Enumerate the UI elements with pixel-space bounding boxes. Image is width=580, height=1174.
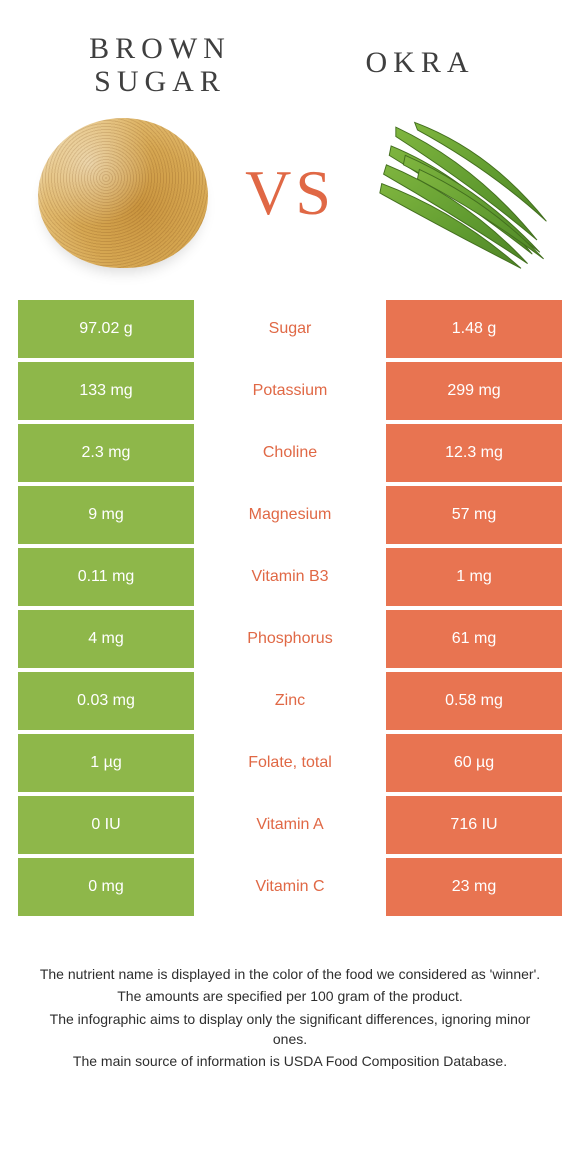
right-value-cell: 299 mg	[386, 362, 562, 420]
footnote-line: The main source of information is USDA F…	[34, 1051, 546, 1071]
nutrient-name-cell: Sugar	[194, 300, 386, 358]
right-food-title: Okra	[290, 28, 550, 79]
left-value-cell: 133 mg	[18, 362, 194, 420]
left-value-cell: 0.03 mg	[18, 672, 194, 730]
table-row: 0 mgVitamin C23 mg	[18, 858, 562, 916]
left-value-cell: 97.02 g	[18, 300, 194, 358]
nutrient-name-cell: Vitamin C	[194, 858, 386, 916]
left-value-cell: 0 IU	[18, 796, 194, 854]
nutrient-name-cell: Zinc	[194, 672, 386, 730]
table-row: 0.11 mgVitamin B31 mg	[18, 548, 562, 606]
footnote-line: The infographic aims to display only the…	[34, 1009, 546, 1050]
right-value-cell: 1.48 g	[386, 300, 562, 358]
table-row: 2.3 mgCholine12.3 mg	[18, 424, 562, 482]
nutrient-comparison-table: 97.02 gSugar1.48 g133 mgPotassium299 mg2…	[0, 300, 580, 916]
table-row: 97.02 gSugar1.48 g	[18, 300, 562, 358]
right-value-cell: 1 mg	[386, 548, 562, 606]
brown-sugar-pile-icon	[38, 118, 208, 268]
right-value-cell: 23 mg	[386, 858, 562, 916]
left-food-title-line2: Sugar	[94, 65, 226, 98]
left-food-title: Brown Sugar	[30, 28, 290, 98]
right-value-cell: 716 IU	[386, 796, 562, 854]
left-value-cell: 0.11 mg	[18, 548, 194, 606]
left-value-cell: 4 mg	[18, 610, 194, 668]
nutrient-name-cell: Potassium	[194, 362, 386, 420]
nutrient-name-cell: Magnesium	[194, 486, 386, 544]
table-row: 133 mgPotassium299 mg	[18, 362, 562, 420]
right-value-cell: 57 mg	[386, 486, 562, 544]
okra-icon	[362, 113, 552, 273]
right-value-cell: 12.3 mg	[386, 424, 562, 482]
table-row: 0.03 mgZinc0.58 mg	[18, 672, 562, 730]
okra-image	[362, 108, 552, 278]
nutrient-name-cell: Choline	[194, 424, 386, 482]
nutrient-name-cell: Phosphorus	[194, 610, 386, 668]
illustration-row: VS	[0, 108, 580, 300]
footnote-line: The amounts are specified per 100 gram o…	[34, 986, 546, 1006]
footnotes: The nutrient name is displayed in the co…	[0, 920, 580, 1071]
brown-sugar-image	[28, 108, 218, 278]
table-row: 9 mgMagnesium57 mg	[18, 486, 562, 544]
right-value-cell: 61 mg	[386, 610, 562, 668]
header: Brown Sugar Okra	[0, 0, 580, 108]
right-value-cell: 60 µg	[386, 734, 562, 792]
nutrient-name-cell: Vitamin A	[194, 796, 386, 854]
table-row: 1 µgFolate, total60 µg	[18, 734, 562, 792]
table-row: 4 mgPhosphorus61 mg	[18, 610, 562, 668]
left-value-cell: 2.3 mg	[18, 424, 194, 482]
nutrient-name-cell: Vitamin B3	[194, 548, 386, 606]
left-value-cell: 1 µg	[18, 734, 194, 792]
right-value-cell: 0.58 mg	[386, 672, 562, 730]
table-row: 0 IUVitamin A716 IU	[18, 796, 562, 854]
nutrient-name-cell: Folate, total	[194, 734, 386, 792]
left-value-cell: 9 mg	[18, 486, 194, 544]
vs-label: VS	[245, 156, 335, 230]
footnote-line: The nutrient name is displayed in the co…	[34, 964, 546, 984]
left-value-cell: 0 mg	[18, 858, 194, 916]
left-food-title-line1: Brown	[89, 32, 231, 65]
